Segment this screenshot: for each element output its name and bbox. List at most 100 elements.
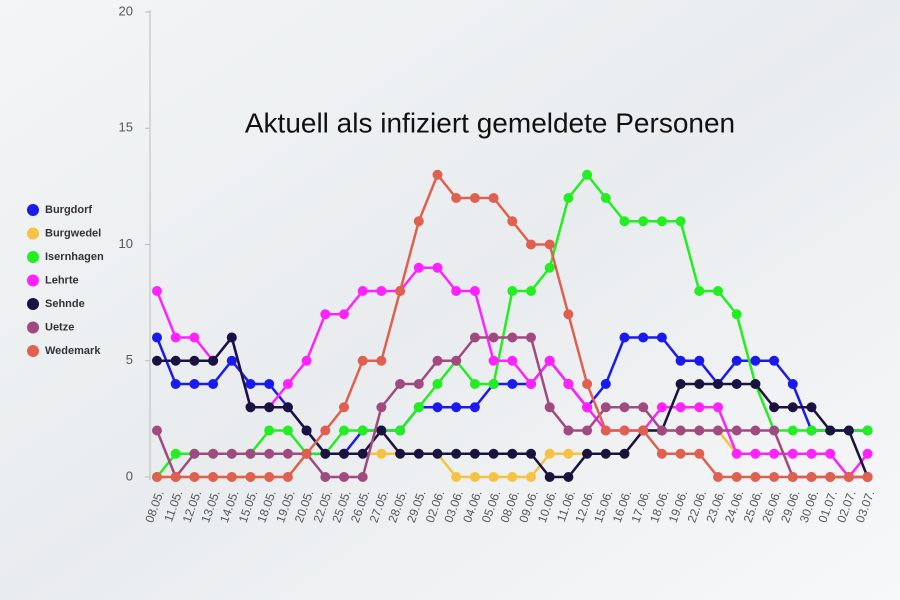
data-point xyxy=(451,355,462,366)
data-point xyxy=(339,425,349,436)
data-point xyxy=(488,379,499,389)
data-point xyxy=(750,379,761,389)
data-point xyxy=(507,355,518,366)
data-point xyxy=(469,286,480,296)
data-point xyxy=(806,402,817,413)
data-point xyxy=(769,402,780,413)
legend-marker xyxy=(27,345,39,357)
y-tick-label: 5 xyxy=(126,352,133,367)
data-point xyxy=(600,193,611,203)
data-point xyxy=(843,472,854,482)
data-point xyxy=(226,472,237,482)
y-tick-label: 15 xyxy=(119,120,133,135)
data-point xyxy=(544,448,555,459)
data-point xyxy=(787,448,798,459)
data-point xyxy=(694,286,705,296)
data-point xyxy=(376,448,387,459)
data-point xyxy=(488,355,499,366)
data-point xyxy=(656,216,667,227)
legend-marker xyxy=(27,251,39,263)
data-point xyxy=(694,355,705,366)
data-point xyxy=(245,448,256,459)
data-point xyxy=(320,472,331,482)
data-point xyxy=(526,286,536,296)
data-point xyxy=(264,448,275,459)
data-point xyxy=(357,286,368,296)
data-point xyxy=(694,425,705,436)
data-point xyxy=(170,472,181,482)
data-point xyxy=(226,448,237,459)
data-point xyxy=(152,472,162,482)
data-point xyxy=(656,332,667,343)
data-point xyxy=(432,402,443,413)
data-point xyxy=(170,332,181,343)
data-point xyxy=(507,448,518,459)
data-point xyxy=(787,402,798,413)
data-point xyxy=(357,425,368,436)
data-point xyxy=(600,379,611,389)
data-point xyxy=(731,309,742,320)
data-point xyxy=(488,193,499,203)
data-point xyxy=(526,472,536,482)
data-point xyxy=(469,379,480,389)
data-point xyxy=(843,425,854,436)
data-point xyxy=(320,448,331,459)
data-point xyxy=(152,286,162,296)
data-point xyxy=(582,169,593,180)
data-point xyxy=(656,448,667,459)
data-point xyxy=(526,239,536,250)
data-point xyxy=(339,402,349,413)
data-point xyxy=(339,472,349,482)
data-point xyxy=(582,379,593,389)
legend-marker xyxy=(27,298,39,310)
data-point xyxy=(357,448,368,459)
y-tick-label: 20 xyxy=(119,3,133,18)
data-point xyxy=(544,262,555,273)
data-point xyxy=(825,472,836,482)
data-point xyxy=(563,448,574,459)
data-point xyxy=(376,355,387,366)
data-point xyxy=(469,402,480,413)
data-point xyxy=(507,332,518,343)
data-point xyxy=(451,402,462,413)
data-point xyxy=(544,355,555,366)
data-point xyxy=(413,262,424,273)
data-point xyxy=(675,425,686,436)
legend-label: Lehrte xyxy=(45,274,79,286)
data-point xyxy=(395,425,406,436)
data-point xyxy=(619,332,630,343)
data-point xyxy=(507,379,518,389)
data-point xyxy=(806,425,817,436)
data-point xyxy=(469,193,480,203)
data-point xyxy=(582,448,593,459)
data-point xyxy=(245,379,256,389)
data-point xyxy=(507,472,518,482)
data-point xyxy=(208,355,219,366)
data-point xyxy=(862,448,873,459)
data-point xyxy=(395,448,406,459)
data-point xyxy=(488,472,499,482)
data-point xyxy=(282,448,293,459)
data-point xyxy=(526,379,536,389)
data-point xyxy=(264,472,275,482)
data-point xyxy=(152,332,162,343)
data-point xyxy=(750,355,761,366)
data-point xyxy=(264,379,275,389)
legend-marker xyxy=(27,274,39,287)
data-point xyxy=(413,402,424,413)
data-point xyxy=(189,472,200,482)
data-point xyxy=(750,472,761,482)
data-point xyxy=(638,425,649,436)
data-point xyxy=(469,472,480,482)
data-point xyxy=(189,355,200,366)
data-point xyxy=(563,425,574,436)
data-point xyxy=(282,425,293,436)
data-point xyxy=(208,472,219,482)
data-point xyxy=(675,355,686,366)
data-point xyxy=(769,355,780,366)
data-point xyxy=(469,448,480,459)
data-point xyxy=(563,472,574,482)
data-point xyxy=(413,216,424,227)
data-point xyxy=(638,332,649,343)
